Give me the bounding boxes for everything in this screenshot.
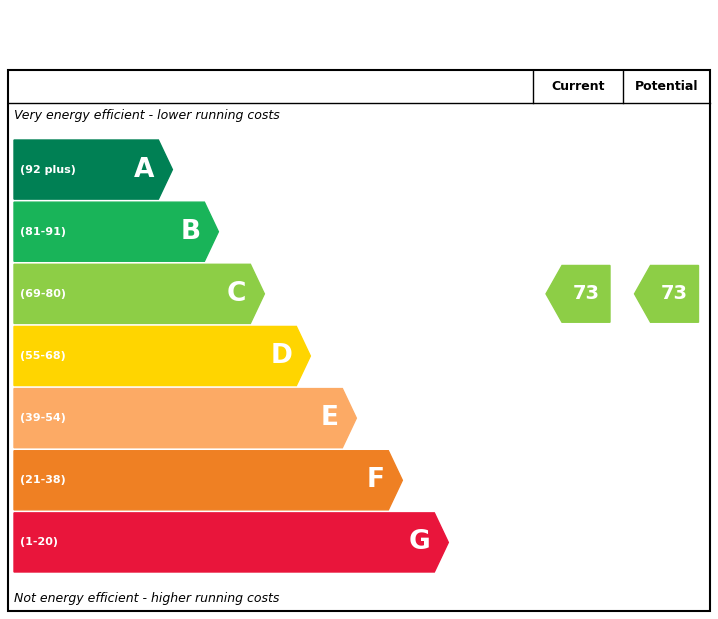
Text: (92 plus): (92 plus): [20, 165, 76, 175]
Text: (55-68): (55-68): [20, 351, 66, 361]
Text: (21-38): (21-38): [20, 475, 66, 485]
Text: (81-91): (81-91): [20, 227, 66, 236]
Polygon shape: [546, 266, 610, 322]
Text: C: C: [227, 281, 246, 307]
Text: (39-54): (39-54): [20, 413, 66, 423]
Polygon shape: [14, 451, 402, 510]
Text: (1-20): (1-20): [20, 537, 58, 547]
Text: A: A: [134, 157, 154, 183]
Text: G: G: [409, 529, 430, 555]
Polygon shape: [14, 389, 356, 448]
Text: D: D: [271, 343, 292, 369]
Polygon shape: [14, 140, 172, 199]
Polygon shape: [635, 266, 699, 322]
Text: 73: 73: [572, 284, 600, 303]
Text: B: B: [180, 219, 200, 245]
Polygon shape: [14, 513, 448, 572]
Polygon shape: [14, 202, 218, 261]
Text: Very energy efficient - lower running costs: Very energy efficient - lower running co…: [14, 109, 280, 122]
Polygon shape: [14, 326, 310, 386]
Text: E: E: [320, 405, 338, 431]
Text: F: F: [366, 467, 384, 493]
Text: Potential: Potential: [635, 80, 698, 93]
Text: 73: 73: [661, 284, 688, 303]
Text: (69-80): (69-80): [20, 289, 66, 299]
Polygon shape: [14, 264, 264, 324]
Text: Current: Current: [551, 80, 605, 93]
Text: Energy Efficiency Rating: Energy Efficiency Rating: [22, 17, 442, 46]
Text: Not energy efficient - higher running costs: Not energy efficient - higher running co…: [14, 592, 279, 605]
